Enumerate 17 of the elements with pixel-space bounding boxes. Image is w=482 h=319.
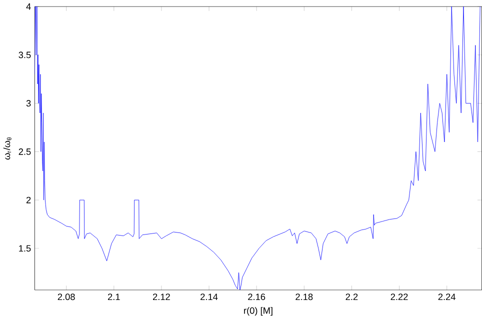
x-tick-label: 2.08 <box>58 294 75 300</box>
x-tick-label: 2.14 <box>200 294 218 300</box>
y-tick-label: 3 <box>26 100 31 107</box>
y-tick-label: 2.5 <box>18 148 31 155</box>
y-axis-title: ω$_{r}$/ω$_{θ}$ <box>3 137 12 160</box>
y-tick-label: 3.5 <box>18 52 31 58</box>
x-tick-label: 2.12 <box>153 294 170 300</box>
x-tick-label: 2.24 <box>438 294 456 300</box>
y-tick-label: 1.5 <box>19 245 31 252</box>
y-tick-label: 4 <box>26 3 31 10</box>
x-tick-label: 2.16 <box>248 294 266 300</box>
x-tick-label: 2.18 <box>296 294 313 300</box>
x-axis-title: r(0) [M] <box>244 307 272 316</box>
x-tick-label: 2.2 <box>346 294 358 300</box>
x-tick-label: 2.1 <box>108 294 120 300</box>
y-tick-label: 2 <box>26 196 31 204</box>
x-tick-label: 2.22 <box>390 294 408 300</box>
